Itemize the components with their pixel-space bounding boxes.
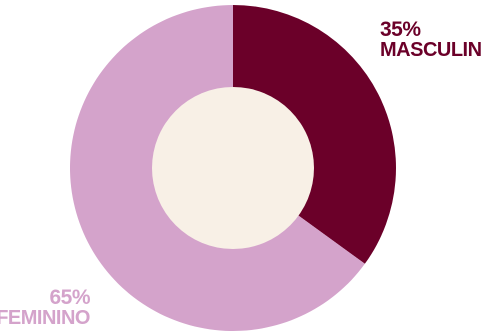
slice-label-masculino: 35% MASCULINO — [380, 18, 481, 61]
slice-category-feminino: FEMININO — [0, 307, 90, 329]
slice-value-masculino: 35% — [380, 18, 421, 41]
slice-masculino — [233, 5, 396, 264]
slice-label-feminino: 65% FEMININO — [0, 286, 90, 329]
donut-hole — [152, 87, 314, 249]
slice-value-feminino: 65% — [49, 286, 90, 309]
slice-category-masculino: MASCULINO — [380, 39, 481, 61]
